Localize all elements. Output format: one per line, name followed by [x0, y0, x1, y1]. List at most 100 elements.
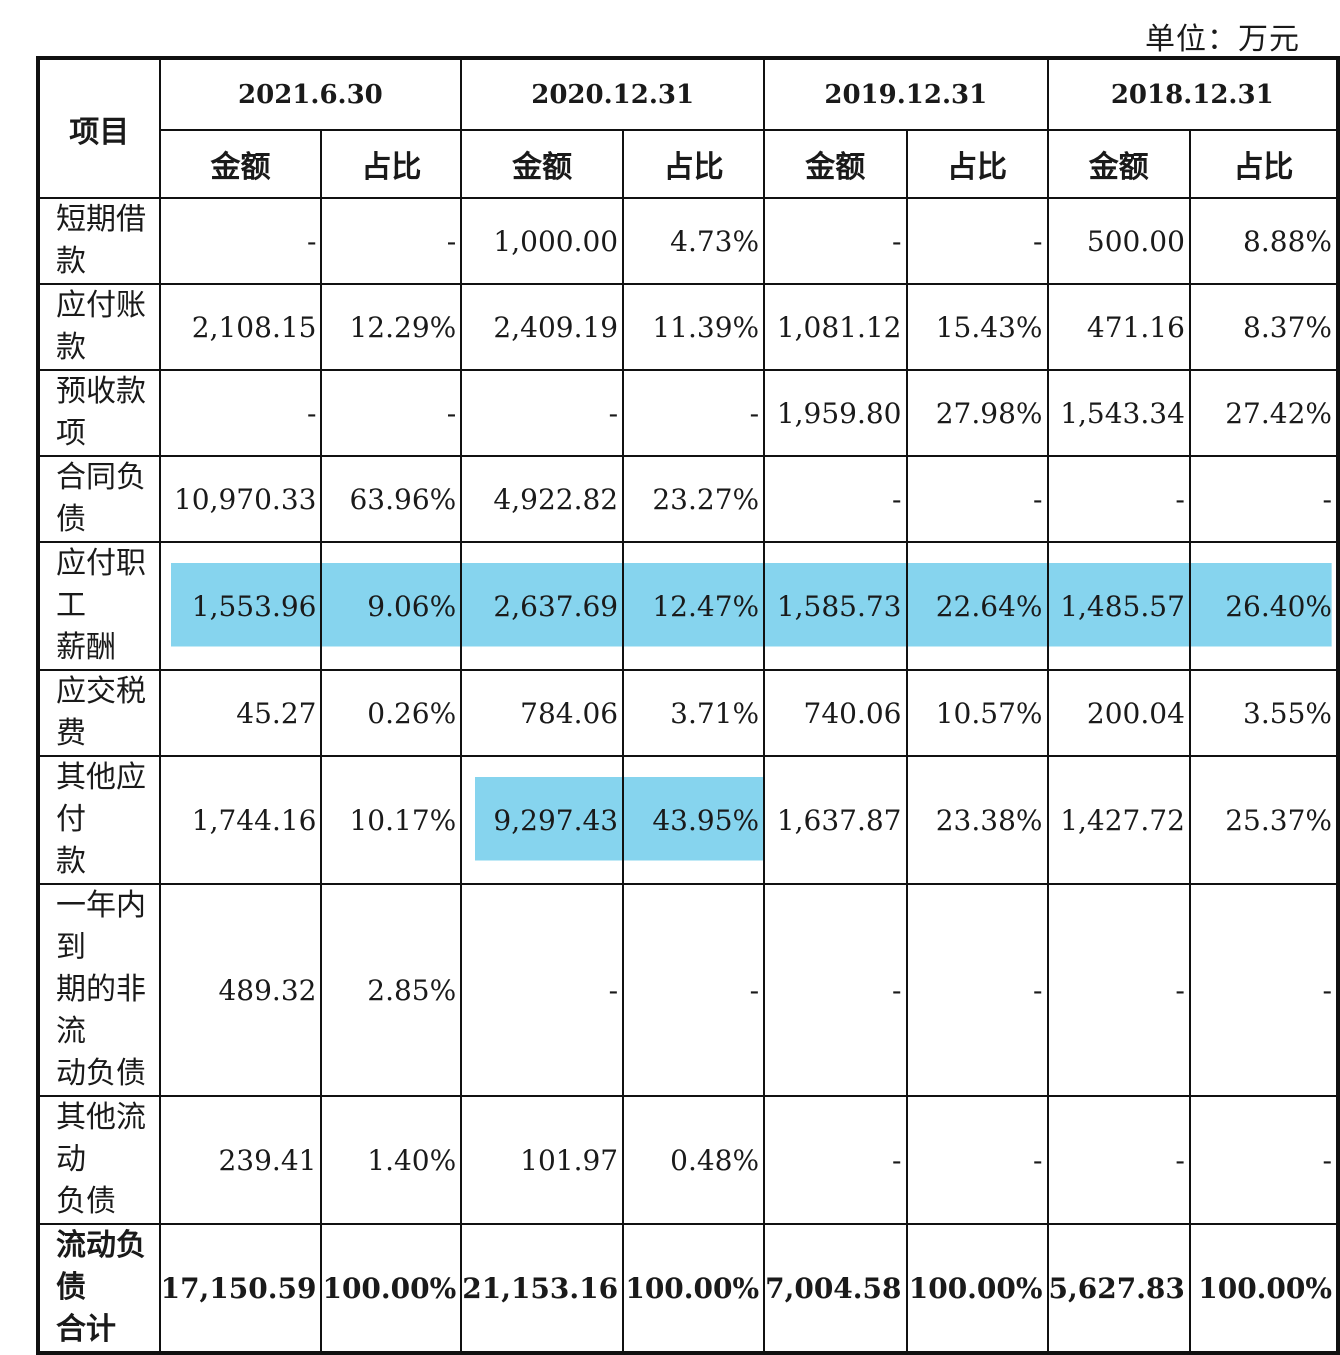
- cell-value: -: [1322, 1143, 1332, 1177]
- amount-cell: 1,427.72: [1046, 755, 1191, 885]
- cell-value: -: [1175, 1143, 1185, 1177]
- cell-value: 23.38%: [935, 803, 1043, 837]
- ratio-cell: 2.85%: [320, 883, 463, 1097]
- amount-cell: 4,922.82: [460, 455, 625, 543]
- ratio-cell: -: [905, 1095, 1049, 1225]
- row-label-line: 动负债: [56, 1056, 146, 1091]
- header-amount: 金额: [1046, 129, 1191, 199]
- ratio-cell: -: [320, 197, 463, 285]
- cell-value: 1,081.12: [776, 310, 902, 344]
- cell-value: 1,553.96: [191, 589, 317, 623]
- header-period: 2019.12.31: [763, 57, 1049, 131]
- table-row: 其他应付款 1,744.16 10.17% 9,297.43 43.95% 1,637.8…: [37, 755, 1340, 885]
- amount-cell: 1,744.16: [158, 755, 323, 885]
- ratio-cell: 10.17%: [320, 755, 463, 885]
- header-item: 项目: [37, 57, 161, 199]
- cell-value: -: [1033, 1143, 1043, 1177]
- cell-value: 9.06%: [367, 589, 457, 623]
- amount-cell: -: [460, 883, 625, 1097]
- header-ratio: 占比: [622, 129, 766, 199]
- cell-value: -: [446, 396, 457, 430]
- cell-value: 5,627.83: [1048, 1271, 1185, 1305]
- amount-cell: 10,970.33: [158, 455, 323, 543]
- ratio-cell: 100.00%: [320, 1223, 463, 1354]
- ratio-cell: 43.95%: [622, 755, 766, 885]
- row-label: 应交税费: [37, 669, 161, 757]
- cell-value: 489.32: [218, 973, 317, 1007]
- ratio-cell: 63.96%: [320, 455, 463, 543]
- cell-value: 0.26%: [367, 696, 457, 730]
- cell-value: 0.48%: [670, 1143, 760, 1177]
- ratio-cell: -: [905, 455, 1049, 543]
- cell-value: -: [892, 973, 902, 1007]
- cell-value: 100.00%: [322, 1271, 457, 1305]
- row-label-line: 期的非流: [56, 972, 146, 1049]
- amount-cell: 5,627.83: [1046, 1223, 1191, 1354]
- row-label: 短期借款: [37, 197, 161, 285]
- amount-cell: 17,150.59: [158, 1223, 323, 1354]
- cell-value: 10.57%: [935, 696, 1043, 730]
- cell-value: 8.37%: [1243, 310, 1332, 344]
- ratio-cell: -: [905, 197, 1049, 285]
- header-ratio: 占比: [905, 129, 1049, 199]
- amount-cell: -: [1046, 883, 1191, 1097]
- row-label: 应付账款: [37, 283, 161, 371]
- row-label-line: 短期借款: [56, 202, 146, 279]
- cell-value: 200.04: [1086, 696, 1185, 730]
- cell-value: 2,108.15: [191, 310, 317, 344]
- ratio-cell: -: [320, 369, 463, 457]
- cell-value: -: [892, 482, 902, 516]
- header-row-sub: 金额 占比 金额 占比 金额 占比 金额 占比: [38, 129, 1340, 199]
- cell-value: -: [1033, 224, 1043, 258]
- row-label: 流动负债 合计: [37, 1223, 161, 1354]
- amount-cell: -: [763, 1095, 908, 1225]
- header-ratio: 占比: [1188, 129, 1340, 199]
- ratio-cell: 12.47%: [622, 541, 766, 671]
- current-liabilities-table: 项目 2021.6.30 2020.12.31 2019.12.31 2018.…: [36, 56, 1340, 1355]
- ratio-cell: 10.57%: [905, 669, 1049, 757]
- unit-label: 单位：万元: [1145, 22, 1300, 57]
- cell-value: -: [892, 224, 902, 258]
- row-label-line: 合计: [56, 1312, 116, 1347]
- header-period: 2021.6.30: [158, 57, 463, 131]
- cell-value: -: [307, 396, 317, 430]
- ratio-cell: -: [1188, 883, 1340, 1097]
- cell-value: 1,543.34: [1060, 396, 1185, 430]
- cell-value: 471.16: [1086, 310, 1185, 344]
- cell-value: 500.00: [1086, 224, 1185, 258]
- cell-value: 2.85%: [367, 973, 457, 1007]
- row-label: 预收款项: [37, 369, 161, 457]
- cell-value: 1,485.57: [1060, 589, 1185, 623]
- cell-value: 25.37%: [1225, 803, 1332, 837]
- cell-value: 12.29%: [349, 310, 457, 344]
- cell-value: 22.64%: [935, 589, 1043, 623]
- cell-value: -: [749, 973, 760, 1007]
- ratio-cell: 27.42%: [1188, 369, 1340, 457]
- ratio-cell: -: [1188, 455, 1340, 543]
- amount-cell: -: [158, 369, 323, 457]
- row-label-line: 一年内到: [56, 888, 146, 965]
- header-period: 2020.12.31: [460, 57, 766, 131]
- cell-value: -: [1175, 973, 1185, 1007]
- ratio-cell: 11.39%: [622, 283, 766, 371]
- cell-value: 26.40%: [1225, 589, 1332, 623]
- cell-value: 4.73%: [670, 224, 760, 258]
- row-label: 其他流动 负债: [37, 1095, 161, 1225]
- cell-value: 2,409.19: [493, 310, 619, 344]
- row-label-line: 应交税费: [56, 674, 146, 751]
- row-label: 一年内到 期的非流动负债: [37, 883, 161, 1097]
- amount-cell: 489.32: [158, 883, 323, 1097]
- amount-cell: 1,959.80: [763, 369, 908, 457]
- cell-value: 1,637.87: [776, 803, 902, 837]
- amount-cell: -: [158, 197, 323, 285]
- table-row: 合同负债 10,970.33 63.96% 4,922.82 23.27% - - - -: [37, 455, 1340, 543]
- cell-value: 45.27: [236, 696, 317, 730]
- amount-cell: 239.41: [158, 1095, 323, 1225]
- cell-value: 101.97: [520, 1143, 619, 1177]
- cell-value: 63.96%: [349, 482, 457, 516]
- row-label-line: 合同负债: [56, 460, 146, 537]
- header-amount: 金额: [158, 129, 323, 199]
- amount-cell: -: [763, 197, 908, 285]
- ratio-cell: 27.98%: [905, 369, 1049, 457]
- header-row-periods: 项目 2021.6.30 2020.12.31 2019.12.31 2018.…: [37, 57, 1339, 199]
